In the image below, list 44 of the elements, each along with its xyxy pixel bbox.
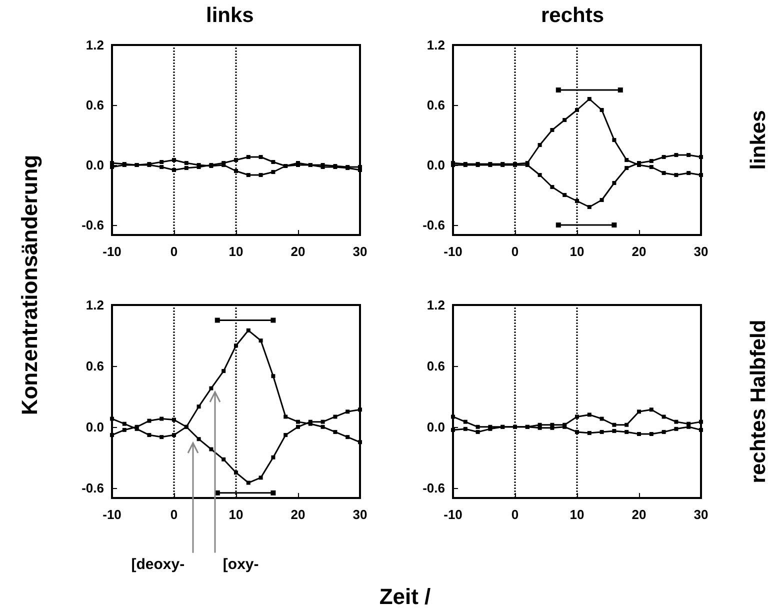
y-tick-label: -0.6: [422, 480, 445, 496]
x-tick-label: 20: [290, 507, 306, 522]
x-tick-label: 20: [632, 507, 646, 522]
y-tick-label: 0.0: [86, 158, 104, 172]
y-tick-label: 1.2: [86, 298, 104, 312]
x-tick-label: -10: [444, 507, 462, 522]
x-tick-label: 0: [511, 507, 519, 522]
y-axis-title: Konzentrationsänderung: [17, 154, 43, 416]
x-tick-label: 30: [694, 507, 708, 522]
x-tick-label: 10: [228, 507, 244, 522]
y-tick-label: -0.6: [82, 218, 104, 232]
y-tick-label: 1.2: [426, 298, 445, 312]
x-axis-title: Zeit /: [379, 584, 431, 610]
y-tick-label: 0.6: [426, 98, 445, 112]
x-tick-label: 30: [694, 244, 708, 259]
y-tick-label: 0.0: [426, 419, 445, 434]
x-tick-label: 10: [570, 244, 584, 259]
y-tick-label: 0.0: [426, 158, 445, 172]
x-tick-label: 30: [352, 507, 368, 522]
chart-title: links: [206, 4, 254, 27]
y-tick-label: 0.6: [86, 358, 104, 374]
x-tick-label: -10: [102, 244, 122, 259]
x-tick-label: 0: [170, 244, 178, 259]
x-tick-label: 0: [170, 507, 178, 522]
annotation: [oxy-: [222, 556, 259, 573]
y-tick-label: 1.2: [426, 38, 445, 52]
x-tick-label: 30: [352, 244, 368, 259]
y-tick-label: -0.6: [82, 480, 104, 496]
x-tick-label: 20: [632, 244, 646, 259]
y-tick-label: 0.6: [426, 358, 445, 374]
y-tick-label: 0.6: [86, 98, 104, 112]
y-tick-label: 1.2: [86, 38, 104, 52]
annotation: [deoxy-: [131, 556, 185, 573]
x-tick-label: 20: [290, 244, 306, 259]
y2-axis-title: rechtes Halbfeld: [747, 320, 770, 484]
y2-axis-title: linkes: [747, 110, 770, 170]
chart-title: rechts: [541, 4, 604, 27]
y-tick-label: -0.6: [422, 218, 445, 232]
x-tick-label: 0: [511, 244, 519, 259]
x-tick-label: 10: [570, 507, 584, 522]
x-tick-label: -10: [444, 244, 462, 259]
x-tick-label: 10: [228, 244, 244, 259]
x-tick-label: -10: [102, 507, 122, 522]
y-tick-label: 0.0: [86, 419, 104, 434]
